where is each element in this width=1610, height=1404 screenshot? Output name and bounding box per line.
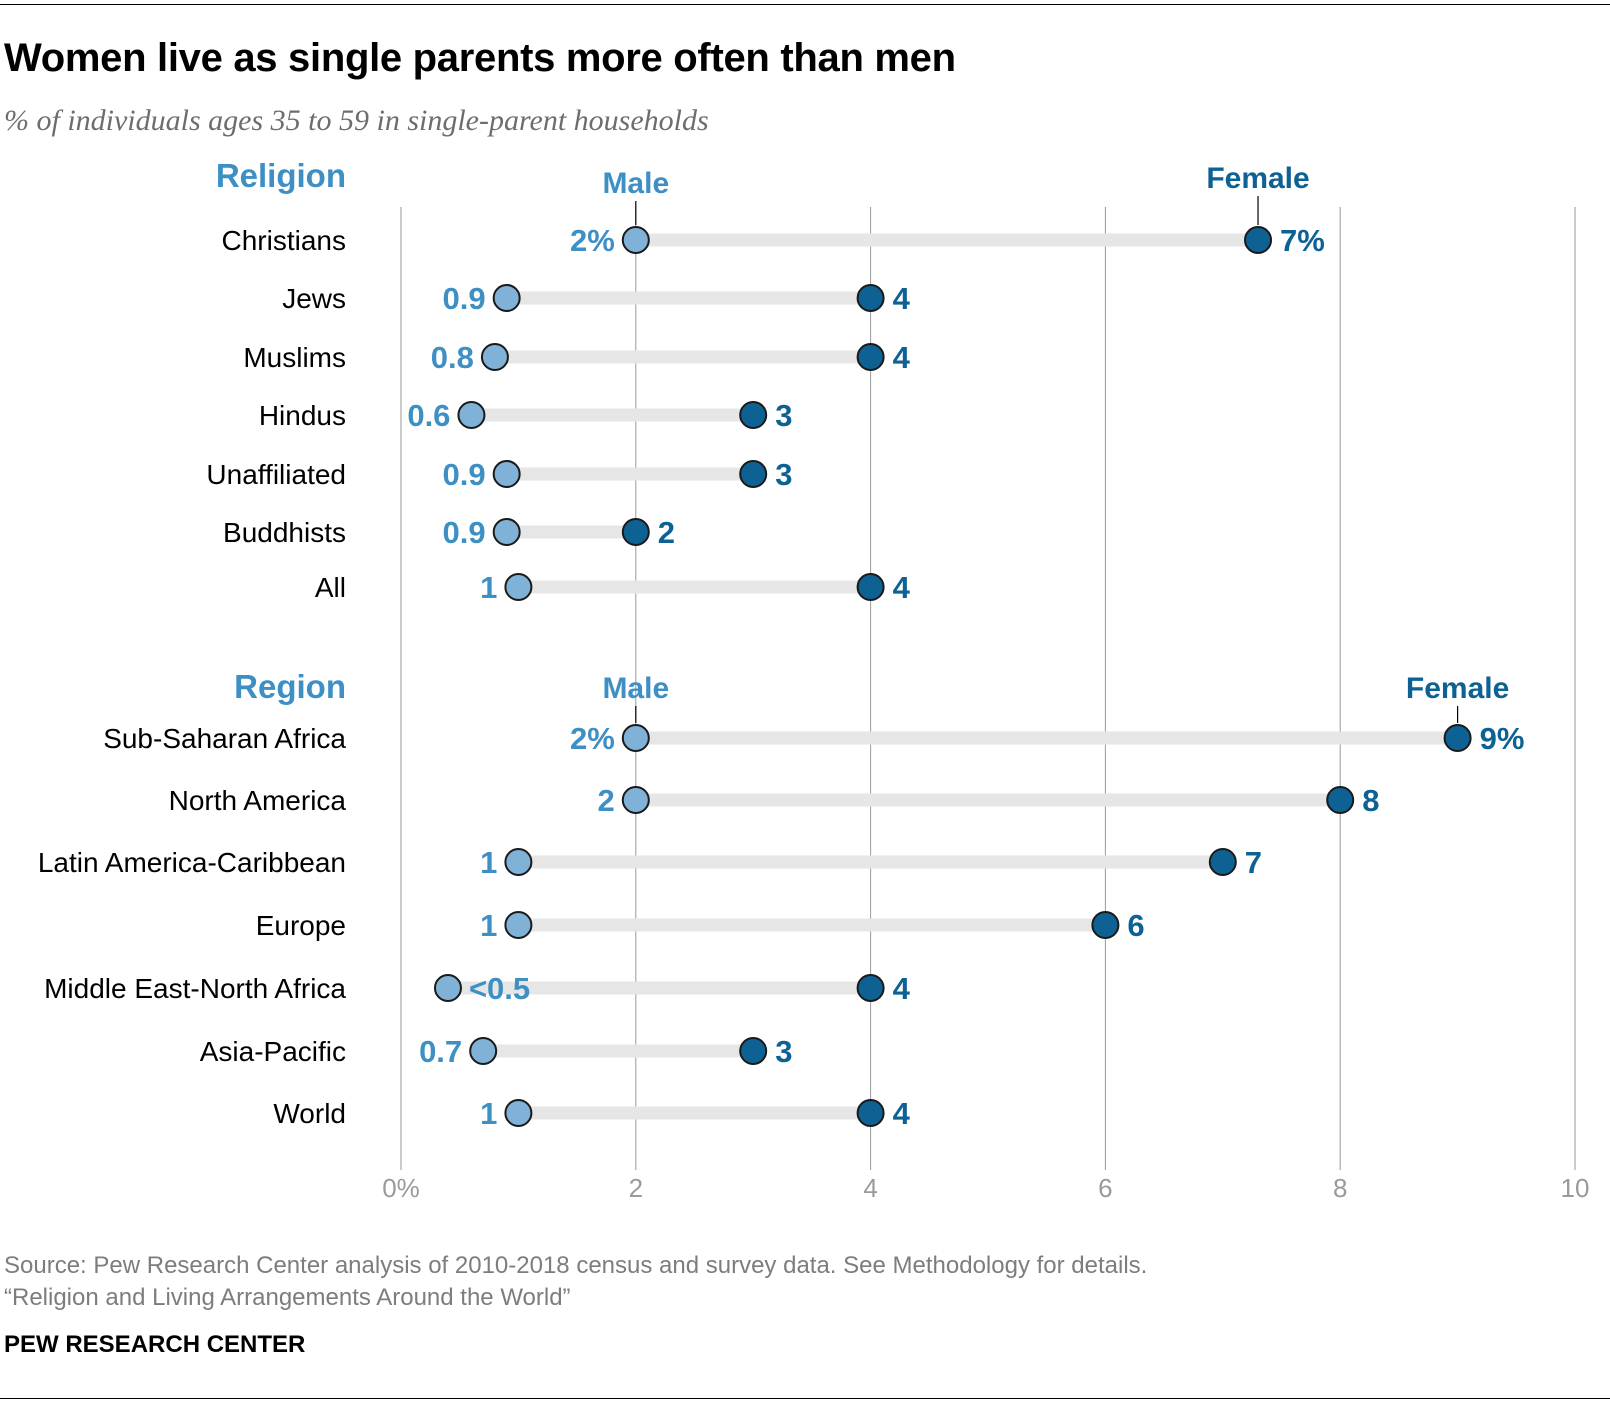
category-label: Hindus [259, 400, 346, 431]
category-label: Latin America-Caribbean [38, 847, 346, 878]
female-dot [1326, 786, 1355, 814]
female-value-label: 4 [893, 570, 911, 605]
female-value-label: 4 [893, 340, 911, 375]
male-dot [457, 401, 486, 429]
male-series-label: Male [602, 672, 669, 705]
female-dot [856, 343, 885, 371]
category-label: Middle East-North Africa [44, 973, 346, 1004]
female-value-label: 4 [893, 1096, 911, 1131]
chart-subtitle: % of individuals ages 35 to 59 in single… [4, 104, 709, 137]
category-label: Asia-Pacific [200, 1036, 346, 1067]
x-tick-label: 10 [1561, 1173, 1590, 1203]
bottom-rule [0, 1398, 1610, 1399]
female-value-label: 2 [658, 515, 675, 550]
female-value-label: 4 [893, 281, 911, 316]
female-series-label: Female [1206, 162, 1309, 195]
male-value-label: 0.9 [443, 515, 486, 550]
male-dot [504, 573, 533, 601]
female-value-label: 3 [775, 398, 792, 433]
category-label: Christians [222, 225, 346, 256]
group-heading: Region [234, 668, 346, 705]
male-dot [504, 911, 533, 939]
female-value-label: 4 [893, 971, 911, 1006]
category-label: Unaffiliated [206, 459, 346, 490]
female-series-label: Female [1406, 672, 1509, 705]
female-dot [739, 401, 768, 429]
category-label: Europe [256, 910, 346, 941]
category-label: Sub-Saharan Africa [103, 723, 346, 754]
female-value-label: 6 [1127, 908, 1144, 943]
female-dot [1208, 848, 1237, 876]
female-value-label: 3 [775, 1034, 792, 1069]
category-label: Muslims [243, 342, 346, 373]
source-note: Source: Pew Research Center analysis of … [4, 1250, 1147, 1314]
male-dot [469, 1037, 498, 1065]
female-dot [739, 1037, 768, 1065]
male-series-label: Male [602, 167, 669, 200]
male-dot [621, 786, 650, 814]
male-value-label: 1 [480, 570, 497, 605]
female-value-label: 9% [1480, 721, 1525, 756]
x-tick-label: 8 [1333, 1173, 1347, 1203]
top-rule [0, 4, 1610, 5]
x-tick-label: 6 [1098, 1173, 1112, 1203]
chart-title: Women live as single parents more often … [4, 36, 956, 80]
female-dot [856, 284, 885, 312]
female-value-label: 8 [1362, 783, 1379, 818]
male-dot [492, 518, 521, 546]
male-dot [504, 1099, 533, 1127]
category-label: North America [169, 785, 347, 816]
male-value-label: 1 [480, 908, 497, 943]
female-dot [739, 460, 768, 488]
female-dot [856, 1099, 885, 1127]
female-dot [621, 518, 650, 546]
male-dot [480, 343, 509, 371]
x-tick-label: 0% [382, 1173, 420, 1203]
male-dot [504, 848, 533, 876]
male-dot [621, 226, 650, 254]
male-dot [621, 724, 650, 752]
female-dot [856, 573, 885, 601]
female-dot [1443, 724, 1472, 752]
category-label: Buddhists [223, 517, 346, 548]
source-line-2: “Religion and Living Arrangements Around… [4, 1284, 571, 1311]
source-line-1: Source: Pew Research Center analysis of … [4, 1252, 1148, 1279]
category-label: Jews [282, 283, 346, 314]
male-dot [492, 460, 521, 488]
group-heading: Religion [216, 157, 346, 194]
male-dot [492, 284, 521, 312]
male-value-label: 0.6 [407, 398, 450, 433]
female-dot [856, 974, 885, 1002]
category-label: World [273, 1098, 346, 1129]
male-value-label: 0.7 [419, 1034, 462, 1069]
male-value-label: 2% [570, 721, 615, 756]
male-value-label: 0.8 [431, 340, 474, 375]
male-value-label: 1 [480, 845, 497, 880]
male-dot [433, 974, 462, 1002]
female-value-label: 7% [1280, 223, 1325, 258]
male-value-label: <0.5 [469, 971, 530, 1006]
male-value-label: 0.9 [443, 281, 486, 316]
female-dot [1091, 911, 1120, 939]
x-tick-label: 2 [629, 1173, 643, 1203]
male-value-label: 1 [480, 1096, 497, 1131]
male-value-label: 0.9 [443, 457, 486, 492]
category-label: All [315, 572, 346, 603]
male-value-label: 2% [570, 223, 615, 258]
male-value-label: 2 [598, 783, 615, 818]
brand-label: PEW RESEARCH CENTER [4, 1331, 306, 1358]
female-dot [1244, 226, 1273, 254]
female-value-label: 7 [1245, 845, 1262, 880]
female-value-label: 3 [775, 457, 792, 492]
x-tick-label: 4 [863, 1173, 877, 1203]
